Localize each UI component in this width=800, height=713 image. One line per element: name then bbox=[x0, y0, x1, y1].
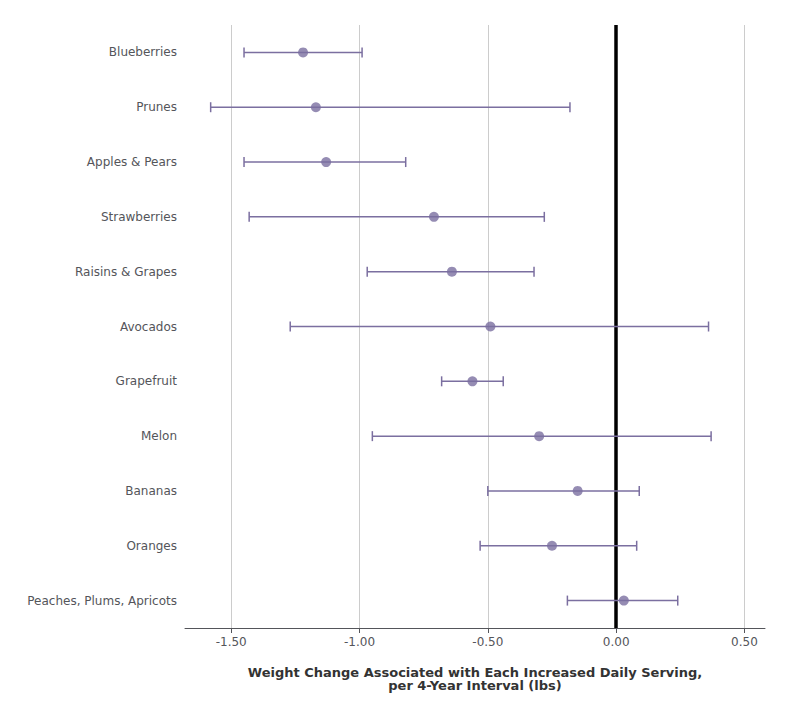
svg-text:Peaches, Plums, Apricots: Peaches, Plums, Apricots bbox=[27, 594, 177, 608]
svg-text:0.00: 0.00 bbox=[603, 635, 630, 649]
svg-text:Apples & Pears: Apples & Pears bbox=[87, 155, 177, 169]
svg-text:Raisins & Grapes: Raisins & Grapes bbox=[75, 265, 177, 279]
svg-text:Oranges: Oranges bbox=[126, 539, 177, 553]
svg-text:-1.00: -1.00 bbox=[344, 635, 375, 649]
svg-text:-1.50: -1.50 bbox=[216, 635, 247, 649]
svg-text:per 4-Year Interval (lbs): per 4-Year Interval (lbs) bbox=[388, 678, 561, 693]
svg-text:0.50: 0.50 bbox=[731, 635, 758, 649]
svg-text:Bananas: Bananas bbox=[125, 484, 177, 498]
svg-text:Avocados: Avocados bbox=[120, 320, 177, 334]
svg-text:-0.50: -0.50 bbox=[472, 635, 503, 649]
svg-text:Prunes: Prunes bbox=[136, 100, 177, 114]
svg-text:Grapefruit: Grapefruit bbox=[116, 374, 178, 388]
svg-text:Strawberries: Strawberries bbox=[101, 210, 177, 224]
svg-text:Melon: Melon bbox=[141, 429, 177, 443]
svg-text:Weight Change Associated with: Weight Change Associated with Each Incre… bbox=[247, 665, 703, 680]
svg-text:Blueberries: Blueberries bbox=[109, 45, 177, 59]
